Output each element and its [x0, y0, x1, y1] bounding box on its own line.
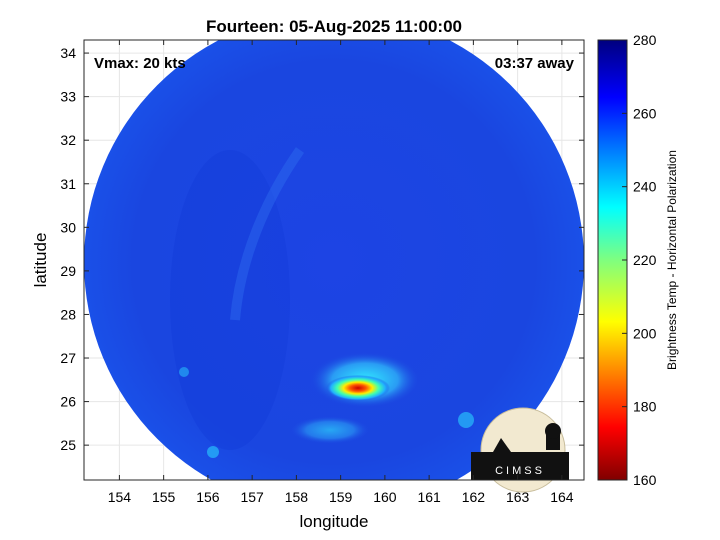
colorbar-tick-label: 240 — [633, 179, 657, 195]
x-tick-label: 161 — [417, 489, 441, 505]
x-axis-label: longitude — [299, 512, 368, 531]
y-axis: 25 26 27 28 29 30 31 32 33 34 — [60, 45, 584, 453]
colorbar-tick-label: 280 — [633, 32, 657, 48]
colorbar-tick-label: 160 — [633, 472, 657, 488]
x-tick-label: 163 — [506, 489, 530, 505]
cell-west-2 — [179, 367, 189, 377]
colorbar-ticks: 160 180 200 220 240 260 280 — [622, 32, 657, 488]
y-tick-label: 29 — [60, 263, 76, 279]
x-tick-label: 164 — [550, 489, 574, 505]
cell-east — [458, 412, 474, 428]
colorbar-tick-label: 180 — [633, 399, 657, 415]
cell-west — [207, 446, 219, 458]
colorbar-tick-label: 260 — [633, 105, 657, 121]
colorbar-tick-label: 220 — [633, 252, 657, 268]
x-tick-label: 157 — [240, 489, 264, 505]
y-tick-label: 31 — [60, 176, 76, 192]
chart-title: Fourteen: 05-Aug-2025 11:00:00 — [206, 17, 462, 36]
y-tick-label: 27 — [60, 350, 76, 366]
time-away-label: 03:37 away — [495, 55, 575, 72]
y-tick-label: 34 — [60, 45, 76, 61]
y-tick-label: 30 — [60, 219, 76, 235]
colorbar-tick-label: 200 — [633, 325, 657, 341]
y-tick-label: 25 — [60, 437, 76, 453]
x-tick-label: 160 — [373, 489, 397, 505]
rain-band-arc — [230, 147, 305, 321]
colorbar-label: Brightness Temp - Horizontal Polarizatio… — [665, 150, 679, 370]
y-tick-label: 33 — [60, 89, 76, 105]
x-tick-label: 154 — [108, 489, 132, 505]
convection-band — [290, 416, 370, 444]
axes-frame — [83, 39, 585, 481]
y-axis-label: latitude — [31, 233, 50, 288]
x-tick-label: 156 — [196, 489, 220, 505]
vmax-label: Vmax: 20 kts — [94, 55, 186, 72]
x-tick-label: 155 — [152, 489, 176, 505]
swath-layer — [84, 40, 584, 480]
cimss-logo: CIMSS — [471, 407, 569, 493]
y-tick-label: 32 — [60, 132, 76, 148]
y-tick-label: 28 — [60, 306, 76, 322]
x-tick-label: 162 — [462, 489, 486, 505]
logo-text: CIMSS — [495, 465, 545, 477]
y-tick-label: 26 — [60, 394, 76, 410]
microwave-swath — [84, 40, 584, 480]
warm-core — [326, 375, 390, 401]
x-tick-label: 158 — [285, 489, 309, 505]
x-tick-label: 159 — [329, 489, 353, 505]
x-axis: 154 155 156 157 158 159 160 161 162 163 164 — [108, 40, 574, 505]
dark-band — [170, 150, 290, 450]
